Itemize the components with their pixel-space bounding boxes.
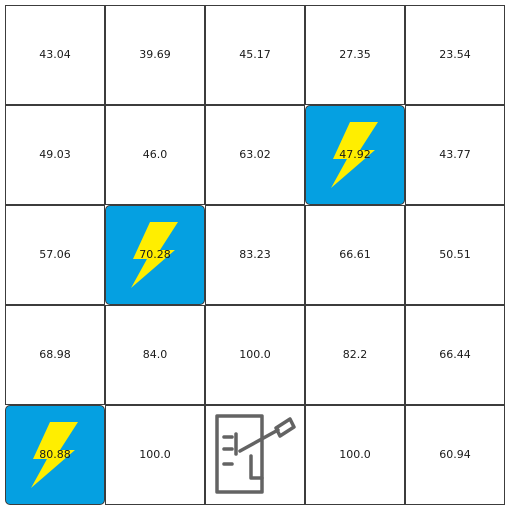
cell-value: 27.35 [339, 48, 371, 61]
grid-cell-1-0[interactable]: 49.03 [5, 105, 105, 205]
cell-value: 43.04 [39, 48, 71, 61]
cell-value: 100.0 [139, 448, 171, 461]
cell-value: 47.92 [339, 148, 371, 161]
cell-value: 49.03 [39, 148, 71, 161]
grid-cell-1-3[interactable]: 47.92 [305, 105, 405, 205]
cell-value: 80.88 [39, 448, 71, 461]
grid-cell-2-2[interactable]: 83.23 [205, 205, 305, 305]
grid-cell-0-3[interactable]: 27.35 [305, 5, 405, 105]
grid-cell-2-0[interactable]: 57.06 [5, 205, 105, 305]
cell-value: 83.23 [239, 248, 271, 261]
cell-value: 84.0 [142, 348, 168, 361]
charging-station-icon [215, 414, 296, 494]
grid-cell-2-4[interactable]: 50.51 [405, 205, 505, 305]
grid-cell-3-0[interactable]: 68.98 [5, 305, 105, 405]
cell-value: 68.98 [39, 348, 71, 361]
grid-cell-3-1[interactable]: 84.0 [105, 305, 205, 405]
cell-value: 82.2 [342, 348, 368, 361]
grid-cell-4-0[interactable]: 80.88 [5, 405, 105, 505]
grid-cell-0-1[interactable]: 39.69 [105, 5, 205, 105]
cell-value: 60.94 [439, 448, 471, 461]
cell-value: 63.02 [239, 148, 271, 161]
cell-value: 43.77 [439, 148, 471, 161]
grid-cell-1-2[interactable]: 63.02 [205, 105, 305, 205]
grid-cell-3-2[interactable]: 100.0 [205, 305, 305, 405]
grid-cell-4-3[interactable]: 100.0 [305, 405, 405, 505]
grid-cell-2-1[interactable]: 70.28 [105, 205, 205, 305]
grid-cell-4-1[interactable]: 100.0 [105, 405, 205, 505]
cell-value: 45.17 [239, 48, 271, 61]
grid-cell-0-4[interactable]: 23.54 [405, 5, 505, 105]
cell-value: 66.44 [439, 348, 471, 361]
grid-cell-4-2[interactable] [205, 405, 305, 505]
grid-cell-3-4[interactable]: 66.44 [405, 305, 505, 405]
grid-cell-0-0[interactable]: 43.04 [5, 5, 105, 105]
grid-cell-4-4[interactable]: 60.94 [405, 405, 505, 505]
cell-value: 23.54 [439, 48, 471, 61]
cell-value: 57.06 [39, 248, 71, 261]
cell-value: 100.0 [239, 348, 271, 361]
grid-cell-1-1[interactable]: 46.0 [105, 105, 205, 205]
grid-cell-2-3[interactable]: 66.61 [305, 205, 405, 305]
cell-value: 100.0 [339, 448, 371, 461]
cell-value: 70.28 [139, 248, 171, 261]
cell-value: 50.51 [439, 248, 471, 261]
cell-value: 39.69 [139, 48, 171, 61]
cell-value: 46.0 [142, 148, 168, 161]
cell-value: 66.61 [339, 248, 371, 261]
grid-cell-1-4[interactable]: 43.77 [405, 105, 505, 205]
grid-cell-3-3[interactable]: 82.2 [305, 305, 405, 405]
grid-cell-0-2[interactable]: 45.17 [205, 5, 305, 105]
game-board: 43.04 39.69 45.17 27.35 23.54 49.03 46.0 63.02 4… [5, 5, 505, 505]
